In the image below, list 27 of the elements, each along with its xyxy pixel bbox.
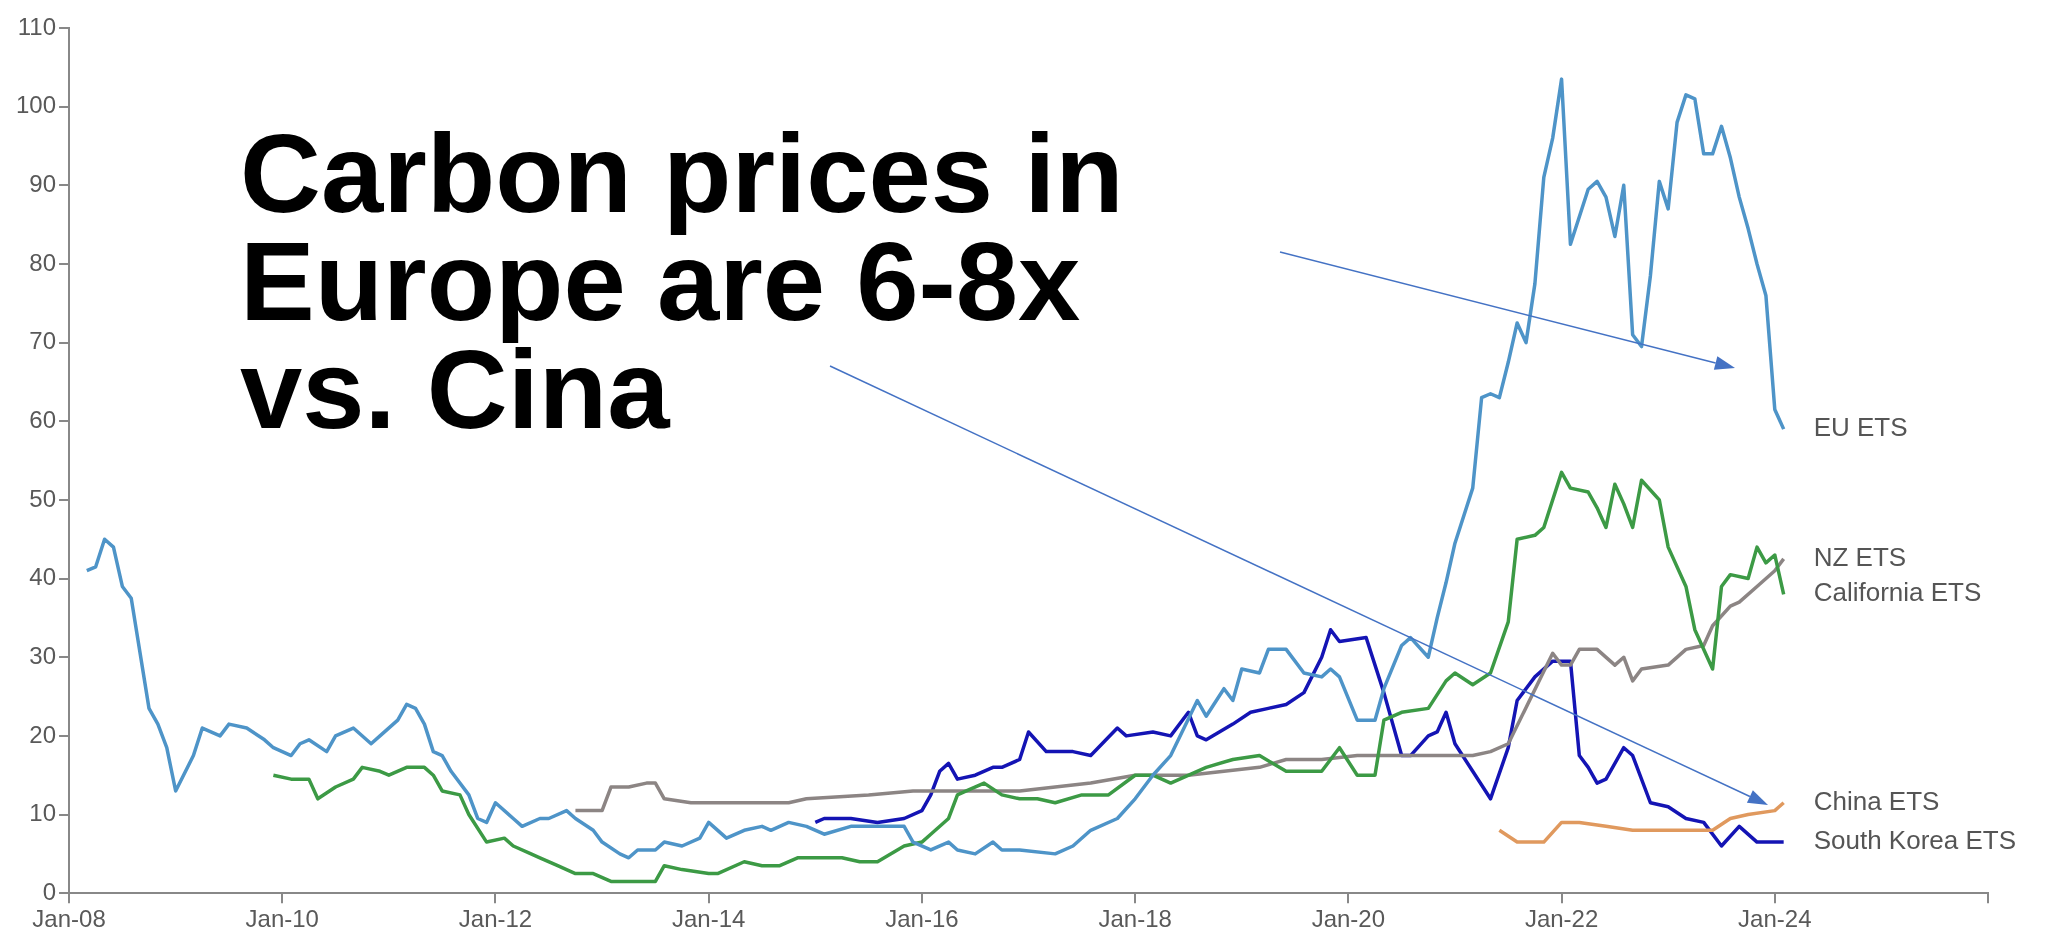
y-tick-label: 110 <box>17 12 57 40</box>
y-tick-label: 30 <box>29 641 57 669</box>
y-tick-label: 40 <box>29 563 57 591</box>
series-label: South Korea ETS <box>1813 825 2017 856</box>
y-tick-label: 60 <box>29 405 57 433</box>
text: Carbon prices in Europe are 6-8x vs. Cina <box>240 111 1125 452</box>
y-tick-label: 50 <box>29 484 57 512</box>
x-tick-label: Jan-14 <box>672 905 746 933</box>
x-tick-label: Jan-20 <box>1311 905 1386 933</box>
y-tick-label: 10 <box>29 799 57 827</box>
y-tick-label: 70 <box>29 327 57 355</box>
y-tick-label: 20 <box>29 720 57 748</box>
y-tick-label: 80 <box>29 248 57 276</box>
series-label: EU ETS <box>1813 412 1908 443</box>
y-tick-label: 100 <box>16 91 57 119</box>
series-label: California ETS <box>1813 577 1982 608</box>
series-label: NZ ETS <box>1813 542 1907 573</box>
x-tick-label: Jan-16 <box>885 905 959 933</box>
x-tick-label: Jan-18 <box>1098 905 1172 933</box>
series-label: China ETS <box>1813 785 1940 816</box>
x-tick-label: Jan-08 <box>32 905 106 933</box>
x-tick-label: Jan-10 <box>245 905 319 933</box>
y-tick-label: 0 <box>42 877 57 905</box>
x-tick-label: Jan-22 <box>1524 905 1599 933</box>
y-tick-label: 90 <box>29 169 57 197</box>
x-tick-label: Jan-24 <box>1738 905 1812 933</box>
x-tick-label: Jan-12 <box>458 905 533 933</box>
